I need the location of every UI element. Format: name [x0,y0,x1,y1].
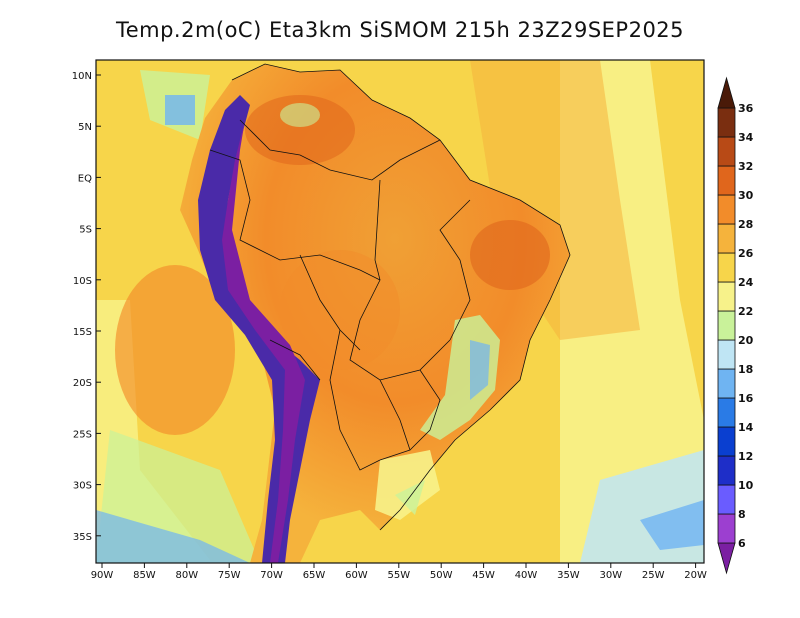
lon-tick-label: 70W [260,570,283,581]
colorbar-label: 6 [738,537,746,550]
lat-tick-label: 35S [73,532,92,543]
northeast-brazil-heat [470,220,550,290]
colorbar-segment [717,484,736,515]
colorbar-segment [717,455,736,486]
lon-tick-label: 75W [218,570,241,581]
colorbar-label: 26 [738,247,754,260]
pacific-north-coolest [165,95,195,125]
lon-tick-label: 90W [91,570,114,581]
lon-tick-label: 65W [303,570,326,581]
lat-tick-label: EQ [78,173,92,184]
atlantic-far-south [640,500,704,550]
lon-tick-label: 55W [387,570,410,581]
lat-tick-label: 10N [72,71,92,82]
country-borders [209,63,571,531]
colorbar-label: 22 [738,305,753,318]
lat-tick-label: 30S [73,481,92,492]
latitude-axis: 10N 5N EQ 5S 10S 15S 20S 25S 30S 35S [72,71,101,543]
colorbar-segment [717,513,736,544]
colorbar-segment [717,310,736,341]
colorbar-segment [717,426,736,457]
brazil-highlands-cool [470,340,490,400]
colorbar-segment [717,339,736,370]
central-south-america-heat [280,250,400,370]
lat-tick-label: 5S [79,225,92,236]
colorbar-segment [717,165,736,196]
map-title: Temp.2m(oC) Eta3km SiSMOM 215h 23Z29SEP2… [115,18,685,42]
map-frame [95,59,705,564]
colorbar-high-arrow [717,76,736,109]
colorbar-label: 16 [738,392,754,405]
andes-core [222,120,305,563]
lon-tick-label: 45W [472,570,495,581]
colorbar-label: 10 [738,479,754,492]
colorbar-label: 18 [738,363,753,376]
colorbar-label: 24 [738,276,754,289]
colorbar-label: 14 [738,421,754,434]
lon-tick-label: 40W [515,570,538,581]
lon-tick-label: 35W [557,570,580,581]
colorbar-label: 36 [738,102,754,115]
colorbar-label: 32 [738,160,753,173]
lon-tick-label: 25W [642,570,665,581]
colorbar-label: 20 [738,334,754,347]
pacific-warm-patch [115,265,235,435]
uruguay-region [395,480,425,515]
colorbar-segment [717,252,736,283]
lat-tick-label: 20S [73,378,92,389]
colorbar-low-arrow [717,542,736,575]
lat-tick-label: 10S [73,276,92,287]
colorbar-segment [717,136,736,167]
colorbar-segment [717,397,736,428]
colorbar: 6 8 10 12 14 16 18 20 22 24 26 28 30 32 34 36 [717,76,754,575]
lon-tick-label: 60W [345,570,368,581]
colorbar-label: 30 [738,189,754,202]
colorbar-segment [717,107,736,138]
colorbar-segment [717,368,736,399]
lat-tick-label: 15S [73,327,92,338]
pacific-far-south-cool [96,510,250,563]
colorbar-label: 28 [738,218,753,231]
lon-tick-label: 30W [599,570,622,581]
colorbar-segment [717,223,736,254]
lat-tick-label: 5N [78,122,92,133]
lat-tick-label: 25S [73,429,92,440]
lon-tick-label: 50W [430,570,453,581]
colorbar-label: 34 [738,131,754,144]
lon-tick-label: 85W [133,570,156,581]
atlantic-warm-patch [470,60,640,340]
venezuela-highland [280,103,320,127]
lon-tick-label: 20W [684,570,707,581]
colorbar-label: 8 [738,508,746,521]
colorbar-segment [717,281,736,312]
colorbar-segment [717,194,736,225]
longitude-axis: 90W 85W 80W 75W 70W 65W 60W 55W 50W 45W 40W 35W 30W 2… [91,563,707,581]
lon-tick-label: 80W [175,570,198,581]
colombia-venezuela-heat [245,95,355,165]
colorbar-label: 12 [738,450,753,463]
southern-brazil [375,450,440,520]
